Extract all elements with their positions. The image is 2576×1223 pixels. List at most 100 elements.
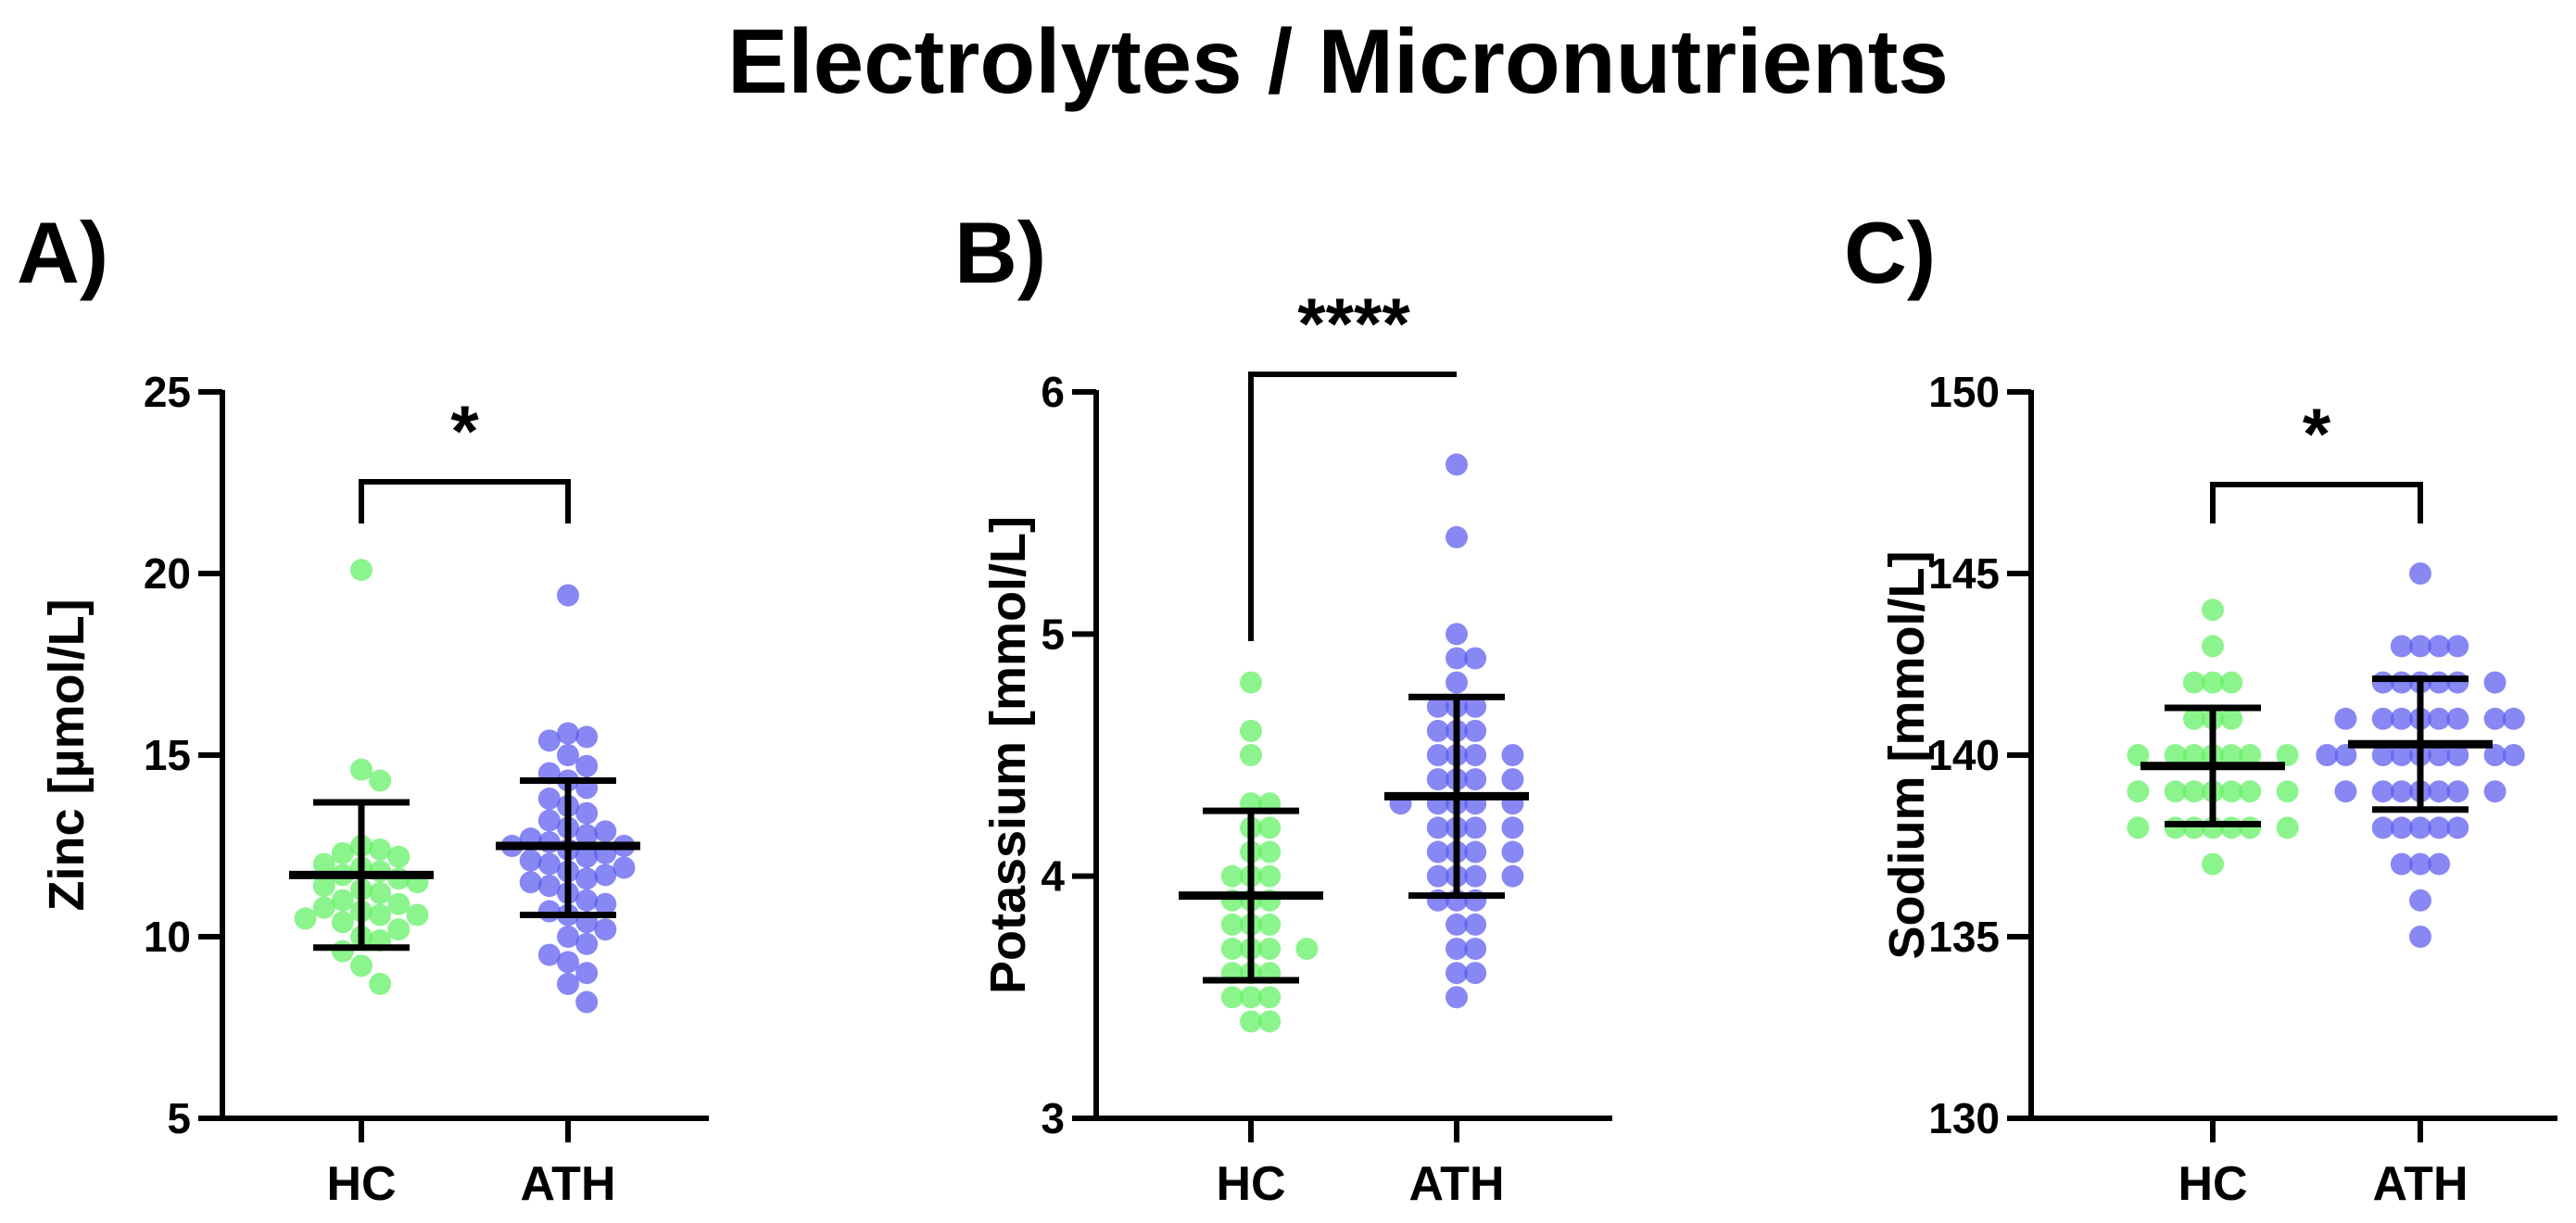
data-point-hc xyxy=(2182,671,2205,694)
data-point-hc xyxy=(1258,986,1282,1009)
y-tick-label: 135 xyxy=(1928,913,2000,961)
data-point-ath xyxy=(1446,647,1468,670)
data-point-ath xyxy=(537,809,561,832)
data-point-ath xyxy=(557,584,579,607)
data-point-ath xyxy=(1464,840,1487,864)
data-point-ath xyxy=(594,864,617,887)
data-point-hc xyxy=(1258,816,1282,839)
data-point-ath xyxy=(537,729,561,752)
data-point-ath xyxy=(2428,780,2451,803)
data-point-ath xyxy=(2409,852,2431,876)
data-point-hc xyxy=(2182,780,2205,803)
data-point-hc xyxy=(1258,1010,1282,1033)
data-point-ath xyxy=(2371,671,2394,694)
y-tick-label: 4 xyxy=(1041,852,1065,901)
data-point-hc xyxy=(2164,744,2187,766)
y-tick-label: 140 xyxy=(1928,731,2000,779)
data-point-ath xyxy=(594,820,617,843)
data-point-ath xyxy=(2390,852,2413,876)
data-point-ath xyxy=(537,788,561,811)
data-point-ath xyxy=(612,856,636,879)
data-point-ath xyxy=(557,926,579,948)
data-point-ath xyxy=(1464,938,1487,961)
data-point-hc xyxy=(387,892,410,915)
data-point-ath xyxy=(1501,840,1524,864)
data-point-ath xyxy=(2428,707,2451,730)
significance-bracket xyxy=(1248,372,1457,641)
data-point-hc xyxy=(1258,938,1282,961)
data-point-hc xyxy=(406,903,429,927)
data-point-ath xyxy=(575,889,599,912)
data-point-ath xyxy=(537,900,561,923)
data-point-ath xyxy=(2483,780,2507,803)
data-point-ath xyxy=(575,990,599,1014)
significance-label: * xyxy=(450,390,479,472)
data-point-ath xyxy=(1446,623,1468,646)
data-point-hc xyxy=(2220,744,2243,766)
data-point-ath xyxy=(537,875,561,898)
data-point-ath xyxy=(2390,780,2413,803)
data-point-ath xyxy=(1446,938,1468,961)
data-point-hc xyxy=(2239,780,2262,803)
data-point-ath xyxy=(1464,816,1487,839)
data-point-hc xyxy=(2220,671,2243,694)
data-point-hc xyxy=(369,972,392,995)
data-point-ath xyxy=(594,892,617,915)
data-point-ath xyxy=(1426,719,1449,742)
data-point-ath xyxy=(2446,780,2469,803)
data-point-hc xyxy=(1220,864,1244,888)
data-point-ath xyxy=(575,725,599,749)
data-point-ath xyxy=(2409,926,2431,948)
data-point-hc xyxy=(2202,599,2224,622)
data-point-ath xyxy=(2446,707,2469,730)
data-point-ath xyxy=(1426,744,1449,766)
data-point-ath xyxy=(537,943,561,966)
data-point-ath xyxy=(1446,525,1468,548)
data-point-ath xyxy=(1501,816,1524,839)
y-tick-label: 3 xyxy=(1041,1094,1065,1142)
chart-panel-1: A) 5 10 15 20 25 HC ATH Zinc [µmol/L] * xyxy=(17,204,709,1211)
panel-letter: C) xyxy=(1844,204,1936,301)
data-point-ath xyxy=(2316,744,2339,766)
data-point-hc xyxy=(331,841,354,864)
y-tick-label: 25 xyxy=(144,368,191,416)
data-point-ath xyxy=(2409,635,2431,658)
y-tick-label: 130 xyxy=(1928,1094,2000,1142)
data-point-ath xyxy=(1426,864,1449,888)
data-point-ath xyxy=(1426,695,1449,718)
data-point-ath xyxy=(2446,816,2469,839)
data-point-ath xyxy=(557,744,579,766)
data-point-ath xyxy=(2390,744,2413,766)
data-point-ath xyxy=(1464,647,1487,670)
data-point-hc xyxy=(1220,938,1244,961)
data-point-hc xyxy=(2127,780,2150,803)
data-point-ath xyxy=(2428,744,2451,766)
data-point-ath xyxy=(575,962,599,985)
data-point-ath xyxy=(2371,780,2394,803)
data-point-ath xyxy=(2502,707,2525,730)
data-point-hc xyxy=(294,907,317,930)
data-point-hc xyxy=(312,852,335,876)
data-point-ath xyxy=(575,867,599,890)
y-tick-label: 15 xyxy=(144,731,191,779)
data-point-hc xyxy=(1258,864,1282,888)
data-point-hc xyxy=(1258,913,1282,936)
data-point-hc xyxy=(331,911,354,934)
data-point-hc xyxy=(387,918,410,941)
data-point-hc xyxy=(2164,780,2187,803)
panel-letter: B) xyxy=(954,204,1046,301)
data-point-hc xyxy=(2239,744,2262,766)
data-point-hc xyxy=(2276,780,2299,803)
data-point-hc xyxy=(312,875,335,898)
data-point-ath xyxy=(1446,453,1468,476)
data-point-ath xyxy=(2371,707,2394,730)
data-point-ath xyxy=(1464,695,1487,718)
data-point-ath xyxy=(2371,816,2394,839)
data-point-ath xyxy=(1426,768,1449,791)
data-point-hc xyxy=(2127,744,2150,766)
data-point-ath xyxy=(557,951,579,974)
data-point-ath xyxy=(1464,913,1487,936)
data-point-ath xyxy=(557,972,579,995)
data-point-ath xyxy=(2446,635,2469,658)
data-point-ath xyxy=(2390,816,2413,839)
